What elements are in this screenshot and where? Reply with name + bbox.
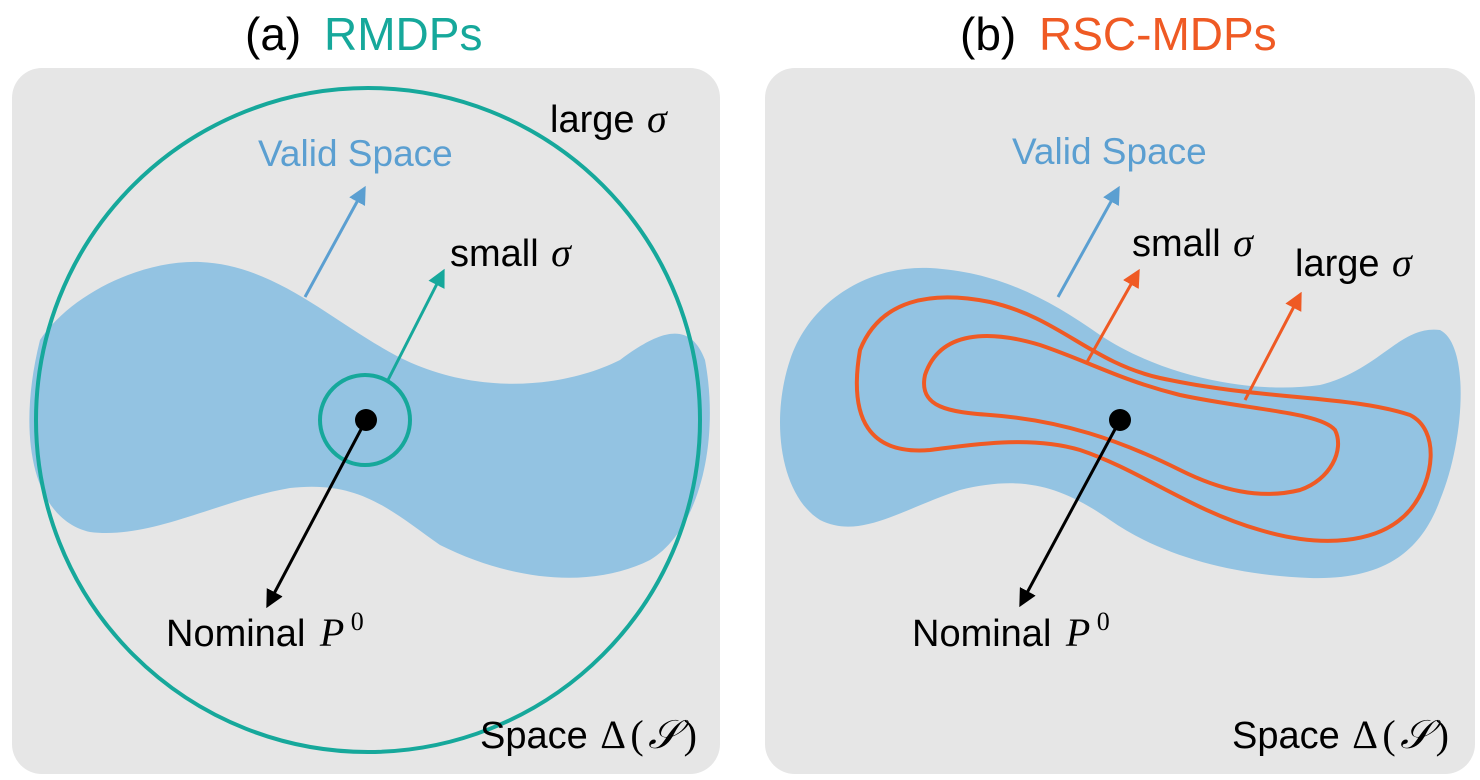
panel-a-large-word: large (550, 99, 635, 141)
panel-a-space-label: Space Δ ( 𝒮 ) (480, 712, 697, 757)
panel-a-large-sigma-circle (34, 86, 702, 754)
panel-a-title: (a) RMDPs (245, 8, 482, 60)
panel-b-title-text: RSC-MDPs (1039, 8, 1277, 60)
panel-a-nominal-point (355, 409, 377, 431)
panel-b-valid-space-arrow (1056, 185, 1120, 298)
panel-a-nominal-word: Nominal (166, 613, 305, 655)
panel-b-space-label: Space Δ ( 𝒮 ) (1232, 712, 1449, 757)
panel-b-title: (b) RSC-MDPs (960, 8, 1277, 60)
panel-a-small-sigma-arrow (386, 268, 445, 381)
panel-a-small-sigma-symbol: σ (551, 230, 572, 275)
panel-b-nominal-symbol: P (1065, 610, 1090, 655)
panel-b-small-sigma-arrow (1085, 268, 1140, 363)
panel-a-small-word: small (450, 233, 539, 275)
panel-a-valid-space-arrow (303, 185, 366, 298)
panel-a-nominal-arrow (266, 419, 368, 609)
panel-a-nominal-label: Nominal P 0 (166, 607, 364, 655)
panel-b-nominal-word: Nominal (912, 613, 1051, 655)
panel-a-small-sigma-circle (318, 373, 412, 467)
panel-a-space-delta: Δ (600, 712, 626, 757)
panel-b-nominal-superscript: 0 (1097, 607, 1110, 636)
panel-b-large-sigma-arrow (1243, 291, 1302, 401)
panel-a-large-sigma-label: large σ (550, 96, 668, 141)
panel-b-small-sigma-label: small σ (1132, 220, 1254, 265)
panel-b-space-word: Space (1232, 715, 1340, 757)
panel-b-small-sigma-contour (922, 334, 1341, 496)
panel-a-title-prefix: (a) (245, 8, 301, 60)
panel-a-large-sigma-symbol: σ (647, 96, 668, 141)
panel-b-large-word: large (1295, 243, 1380, 285)
panel-b-title-prefix: (b) (960, 8, 1016, 60)
panel-a-small-sigma-label: small σ (450, 230, 572, 275)
panel-a-title-text: RMDPs (324, 8, 482, 60)
panel-a-space-paren-close: ) (684, 712, 697, 757)
panel-b-valid-space-label: Valid Space (1012, 131, 1207, 172)
panel-b-large-sigma-contour (854, 295, 1433, 543)
panel-a-nominal-symbol: P (319, 610, 344, 655)
panel-b-small-word: small (1132, 223, 1221, 265)
panel-b-small-sigma-symbol: σ (1233, 220, 1254, 265)
panel-b-large-sigma-label: large σ (1295, 240, 1413, 285)
panel-a-nominal-superscript: 0 (351, 607, 364, 636)
panel-b-large-sigma-symbol: σ (1392, 240, 1413, 285)
panel-a-space-word: Space (480, 715, 588, 757)
panel-b-nominal-arrow (1019, 419, 1122, 608)
panel-a: (a) RMDPs Valid Space large σ small σ No… (12, 8, 720, 774)
panel-b-space-delta: Δ (1352, 712, 1378, 757)
panel-b-nominal-label: Nominal P 0 (912, 607, 1110, 655)
panel-a-space-paren-open: ( (630, 712, 643, 757)
panel-b-space-paren-open: ( (1382, 712, 1395, 757)
panel-a-valid-space-label: Valid Space (258, 133, 453, 174)
panel-b-nominal-point (1109, 409, 1131, 431)
panel-b: (b) RSC-MDPs Valid Space small σ large σ… (765, 8, 1475, 774)
panel-b-space-paren-close: ) (1436, 712, 1449, 757)
